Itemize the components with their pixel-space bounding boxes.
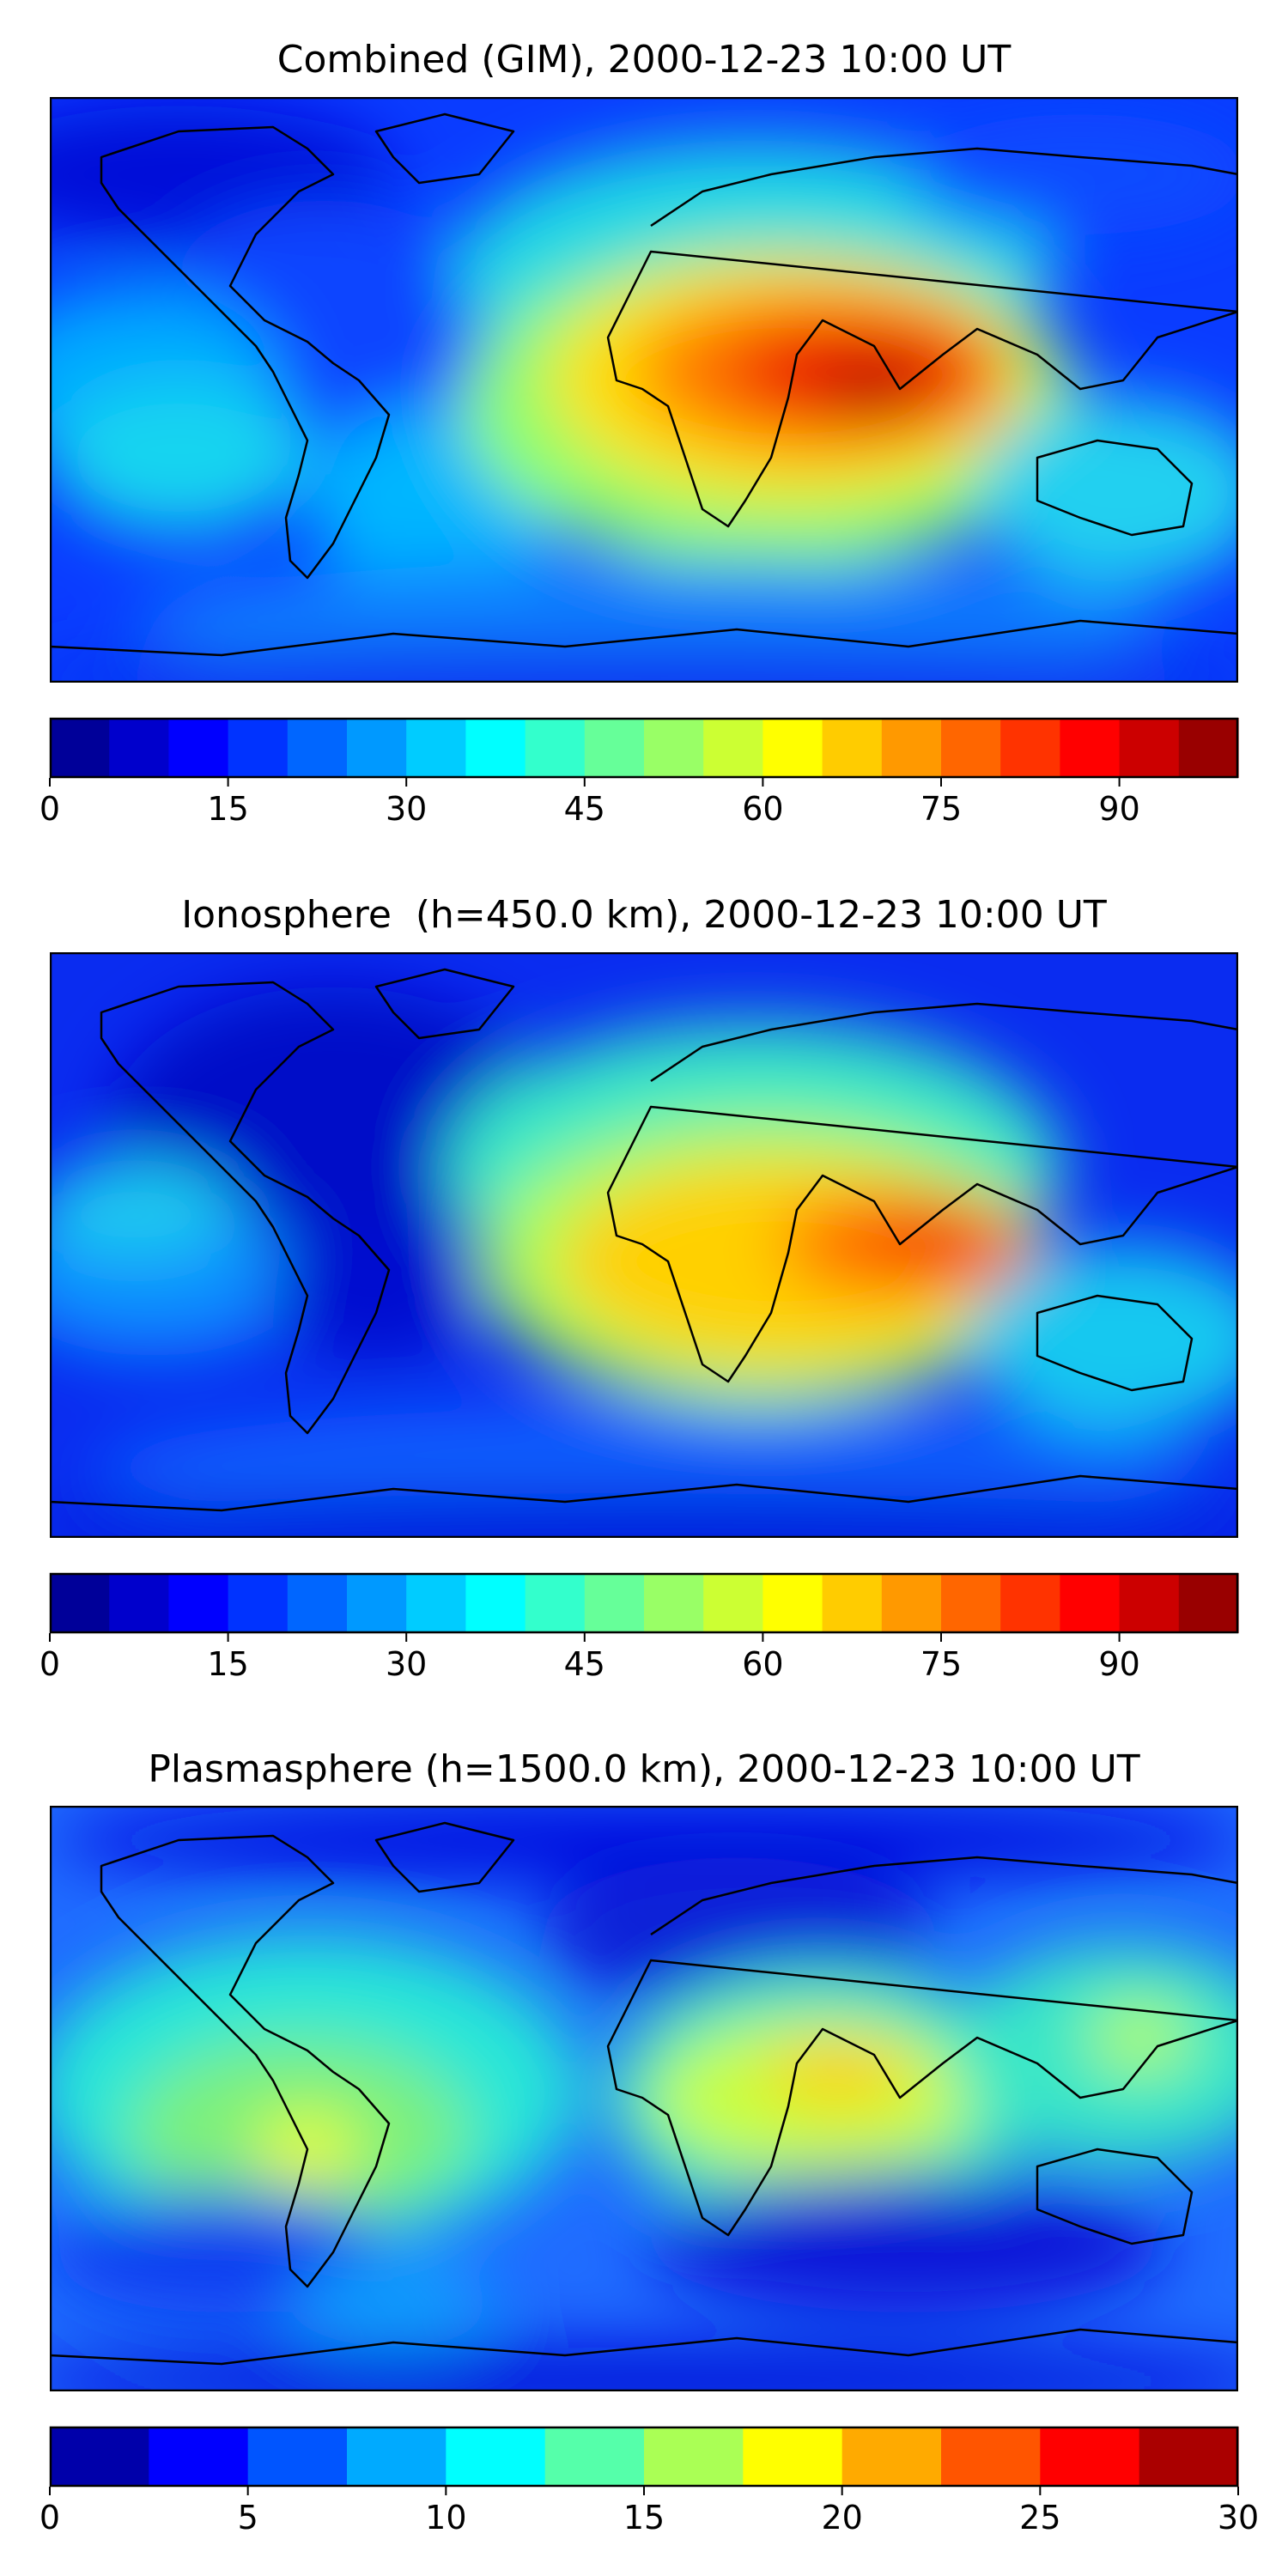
colorbar-segment <box>841 2427 942 2487</box>
colorbar-tick-label: 10 <box>425 2499 467 2537</box>
colorbar-segment <box>465 718 526 778</box>
colorbar-segment <box>287 1573 348 1633</box>
colorbar-tick-label: 30 <box>1217 2499 1260 2537</box>
colorbar-segment <box>544 2427 645 2487</box>
colorbar-segment <box>228 718 289 778</box>
colorbar-segment <box>743 2427 843 2487</box>
colorbar-segment <box>109 718 169 778</box>
panel-3-map <box>50 1806 1238 2391</box>
panel-3-title: Plasmasphere (h=1500.0 km), 2000-12-23 1… <box>148 1747 1140 1791</box>
colorbar-segment <box>703 718 763 778</box>
panel-3-colorbar: 0 5 10 15 20 25 30 <box>39 2426 1259 2537</box>
colorbar-tick-label: 15 <box>207 1645 249 1683</box>
colorbar-tick-label: 90 <box>1098 1645 1140 1683</box>
colorbar-segment <box>644 718 704 778</box>
colorbar-segment <box>50 2427 149 2487</box>
colorbar-tick-label: 0 <box>39 790 61 828</box>
colorbar-tick-label: 90 <box>1098 790 1140 828</box>
colorbar-tick-label: 15 <box>623 2499 665 2537</box>
colorbar-segment <box>1060 718 1121 778</box>
colorbar-segment <box>762 718 823 778</box>
colorbar-segment <box>881 1573 942 1633</box>
colorbar-tick-label: 45 <box>563 790 605 828</box>
panel-1-map <box>50 97 1238 683</box>
coastlines <box>50 112 1238 657</box>
colorbar-segment <box>1000 718 1060 778</box>
colorbar-tick-label: 60 <box>742 790 784 828</box>
colorbar-segment <box>941 718 1001 778</box>
colorbar-tick-label: 5 <box>237 2499 258 2537</box>
colorbar-border <box>49 717 1239 779</box>
colorbar-border <box>49 2426 1239 2488</box>
colorbar-segment <box>50 718 110 778</box>
colorbar-segment <box>822 718 883 778</box>
colorbar-segment <box>149 2427 249 2487</box>
colorbar-segment <box>50 1573 110 1633</box>
colorbar-segment <box>347 1573 407 1633</box>
colorbar-segment <box>465 1573 526 1633</box>
colorbar-tick-label: 0 <box>39 1645 61 1683</box>
panel-2-title: Ionosphere (h=450.0 km), 2000-12-23 10:0… <box>181 893 1107 937</box>
colorbar-segment <box>168 1573 229 1633</box>
colorbar-segment <box>247 2427 348 2487</box>
colorbar-segment <box>822 1573 883 1633</box>
colorbar-tick-label: 30 <box>386 790 428 828</box>
colorbar-tick-label: 60 <box>742 1645 784 1683</box>
colorbar-tick-label: 15 <box>207 790 249 828</box>
colorbar-tick-label: 25 <box>1019 2499 1061 2537</box>
colorbar-segment <box>109 1573 169 1633</box>
panel-2-map <box>50 952 1238 1538</box>
panel-1-colorbar: 0 15 30 45 60 75 90 <box>39 717 1239 828</box>
colorbar-segment <box>644 2427 744 2487</box>
colorbar-border <box>49 1572 1239 1634</box>
colorbar-segment <box>881 718 942 778</box>
panel-2-colorbar: 0 15 30 45 60 75 90 <box>39 1572 1239 1683</box>
colorbar-segment <box>1000 1573 1060 1633</box>
colorbar-segment <box>584 1573 645 1633</box>
colorbar-segment <box>525 1573 586 1633</box>
colorbar-tick-label: 0 <box>39 2499 61 2537</box>
colorbar-segment <box>406 718 466 778</box>
colorbar-segment <box>584 718 645 778</box>
colorbar-tick-label: 75 <box>920 1645 963 1683</box>
colorbar-segment <box>406 1573 466 1633</box>
panel-1-title: Combined (GIM), 2000-12-23 10:00 UT <box>276 38 1012 82</box>
colorbar-segment <box>762 1573 823 1633</box>
colorbar-segment <box>525 718 586 778</box>
colorbar-segment <box>1060 1573 1121 1633</box>
colorbar-segment <box>1178 1573 1239 1633</box>
colorbar-segment <box>287 718 348 778</box>
coastlines <box>50 1821 1238 2366</box>
colorbar-segment <box>446 2427 546 2487</box>
colorbar-segment <box>228 1573 289 1633</box>
colorbar-tick-label: 30 <box>386 1645 428 1683</box>
colorbar-segment <box>347 718 407 778</box>
coastlines <box>50 968 1238 1512</box>
colorbar-tick-label: 20 <box>821 2499 863 2537</box>
colorbar-segment <box>1119 718 1180 778</box>
colorbar-tick-label: 45 <box>563 1645 605 1683</box>
colorbar-segment <box>347 2427 447 2487</box>
colorbar-segment <box>1119 1573 1180 1633</box>
colorbar-segment <box>703 1573 763 1633</box>
colorbar-segment <box>1139 2427 1239 2487</box>
colorbar-segment <box>1040 2427 1140 2487</box>
colorbar-segment <box>941 2427 1041 2487</box>
colorbar-tick-label: 75 <box>920 790 963 828</box>
colorbar-segment <box>941 1573 1001 1633</box>
colorbar-segment <box>168 718 229 778</box>
colorbar-segment <box>644 1573 704 1633</box>
colorbar-segment <box>1178 718 1239 778</box>
